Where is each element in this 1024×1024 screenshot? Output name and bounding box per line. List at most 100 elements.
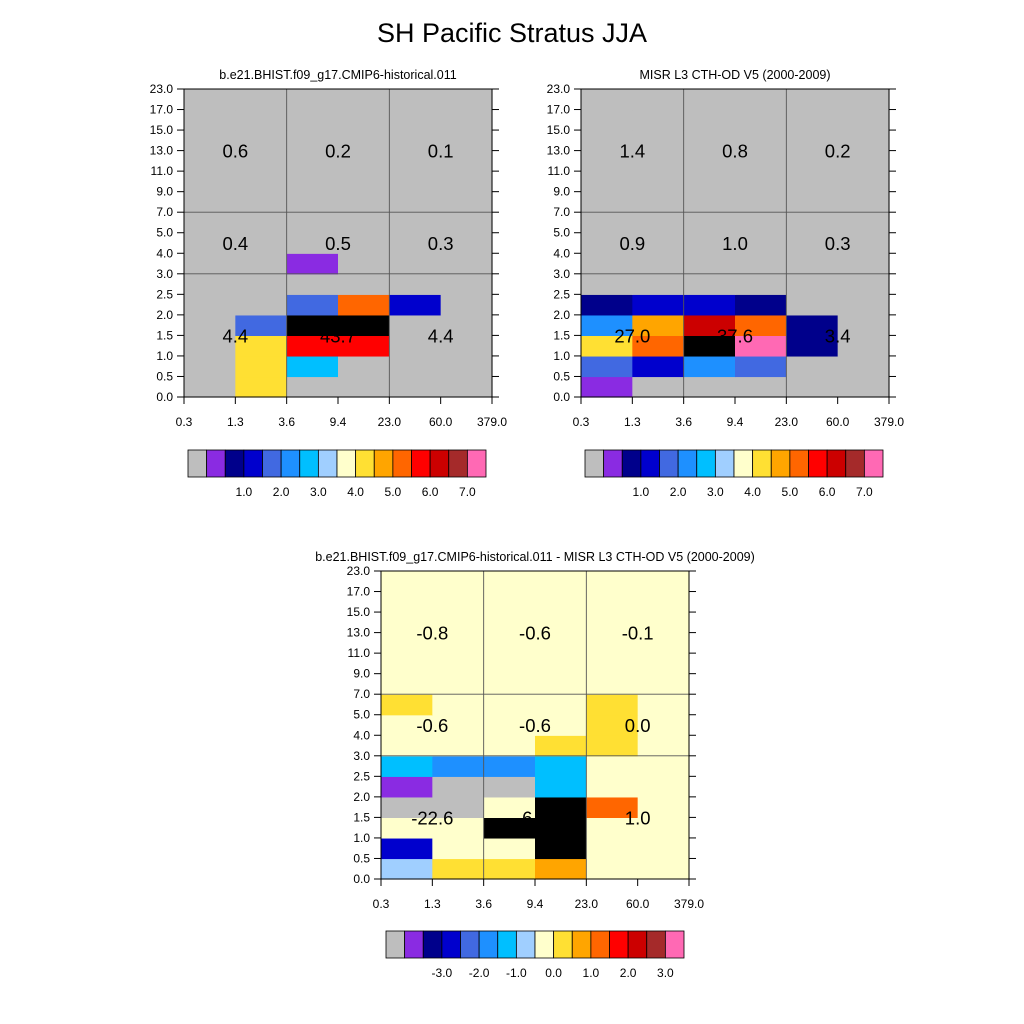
heatmap-cell bbox=[683, 150, 736, 172]
heatmap-cell bbox=[440, 109, 493, 131]
heatmap-cell bbox=[440, 150, 493, 172]
block-total-label: -0.6 bbox=[519, 623, 551, 644]
y-tick-label: 13.0 bbox=[347, 626, 371, 640]
colorbar-label: 5.0 bbox=[782, 485, 799, 499]
x-tick-label: 60.0 bbox=[626, 897, 650, 911]
heatmap-cell bbox=[735, 232, 787, 254]
x-tick-label: 3.6 bbox=[475, 897, 492, 911]
heatmap-cell bbox=[338, 376, 390, 398]
colorbar-swatch bbox=[317, 449, 338, 478]
heatmap-cell bbox=[286, 89, 339, 111]
block-total-label: 0.1 bbox=[428, 141, 454, 162]
colorbar-swatch bbox=[770, 449, 791, 478]
colorbar-swatch bbox=[752, 449, 772, 478]
heatmap-cell bbox=[338, 171, 390, 193]
heatmap-cell bbox=[381, 653, 433, 675]
x-tick-label: 23.0 bbox=[575, 897, 599, 911]
heatmap-cell bbox=[632, 314, 685, 336]
heatmap-cell bbox=[389, 150, 442, 172]
heatmap-cell bbox=[632, 191, 685, 213]
heatmap-cell bbox=[581, 212, 633, 234]
heatmap-cell bbox=[637, 632, 690, 654]
heatmap-cell bbox=[637, 858, 690, 880]
colorbar-swatch bbox=[677, 449, 698, 478]
y-tick-label: 1.0 bbox=[156, 349, 173, 363]
heatmap-cell bbox=[235, 335, 288, 357]
heatmap-cell bbox=[786, 376, 839, 398]
colorbar-label: 1.0 bbox=[633, 485, 650, 499]
heatmap-cell bbox=[432, 632, 485, 654]
y-tick-label: 1.5 bbox=[353, 810, 370, 824]
heatmap-cell bbox=[381, 694, 433, 716]
colorbar-label: -2.0 bbox=[469, 966, 490, 980]
colorbar-label: 6.0 bbox=[422, 485, 439, 499]
heatmap-cell bbox=[432, 612, 485, 634]
heatmap-cell bbox=[338, 109, 390, 131]
heatmap-cell bbox=[440, 314, 493, 336]
heatmap-cell bbox=[581, 355, 633, 378]
block-total-label: 1.4 bbox=[619, 141, 645, 162]
heatmap-cell bbox=[184, 335, 236, 357]
colorbar-swatch bbox=[584, 449, 605, 478]
heatmap-cell bbox=[837, 130, 890, 152]
y-tick-label: 11.0 bbox=[151, 164, 174, 178]
colorbar-swatch bbox=[262, 449, 282, 478]
colorbar-label: 1.0 bbox=[583, 966, 600, 980]
heatmap-cell bbox=[432, 714, 485, 736]
colorbar-swatch bbox=[534, 930, 555, 959]
heatmap-cell bbox=[286, 273, 339, 295]
colorbar-label: 5.0 bbox=[385, 485, 402, 499]
heatmap-cell bbox=[338, 232, 390, 254]
colorbar-swatch bbox=[553, 930, 573, 959]
heatmap-cell bbox=[535, 612, 587, 634]
heatmap-cell bbox=[381, 776, 433, 798]
y-tick-label: 11.0 bbox=[548, 164, 571, 178]
colorbar-label: -1.0 bbox=[506, 966, 527, 980]
block-total-label: 0.2 bbox=[325, 141, 351, 162]
heatmap-cell bbox=[535, 817, 587, 839]
heatmap-cell bbox=[432, 735, 485, 757]
colorbar-swatch bbox=[466, 449, 487, 478]
heatmap-cell bbox=[483, 612, 536, 634]
heatmap-cell bbox=[483, 817, 536, 839]
heatmap-cell bbox=[338, 273, 390, 295]
y-tick-label: 9.0 bbox=[353, 667, 370, 681]
heatmap-cell bbox=[581, 294, 633, 316]
y-tick-label: 1.5 bbox=[156, 328, 173, 342]
heatmap-cell bbox=[389, 212, 442, 234]
heatmap-cell bbox=[286, 294, 339, 316]
x-tick-label: 23.0 bbox=[378, 415, 402, 429]
heatmap-cell bbox=[735, 212, 787, 234]
heatmap-cell bbox=[286, 232, 339, 254]
heatmap-cell bbox=[184, 376, 236, 398]
y-tick-label: 7.0 bbox=[353, 687, 370, 701]
heatmap-cell bbox=[786, 89, 839, 111]
colorbar-swatch bbox=[355, 449, 375, 478]
y-tick-label: 7.0 bbox=[156, 205, 173, 219]
heatmap-cell bbox=[338, 355, 390, 378]
heatmap-cell bbox=[837, 89, 890, 111]
y-tick-label: 15.0 bbox=[347, 605, 371, 619]
heatmap-cell bbox=[235, 130, 288, 152]
heatmap-cell bbox=[586, 735, 639, 757]
x-tick-label: 60.0 bbox=[826, 415, 850, 429]
colorbar-swatch bbox=[590, 930, 610, 959]
y-tick-label: 2.5 bbox=[156, 287, 173, 301]
y-tick-label: 15.0 bbox=[547, 123, 571, 137]
heatmap-cell bbox=[389, 232, 442, 254]
heatmap-cell bbox=[786, 294, 839, 316]
heatmap-cell bbox=[286, 212, 339, 234]
heatmap-cell bbox=[184, 89, 236, 111]
heatmap-cell bbox=[235, 253, 288, 275]
heatmap-cell bbox=[637, 735, 690, 757]
heatmap-cell bbox=[632, 232, 685, 254]
heatmap-cell bbox=[535, 694, 587, 716]
heatmap-cell bbox=[735, 191, 787, 213]
heatmap-cell bbox=[286, 376, 339, 398]
heatmap-cell bbox=[483, 776, 536, 798]
block-total-label: 0.2 bbox=[825, 141, 851, 162]
heatmap-cell bbox=[483, 796, 536, 818]
x-tick-label: 0.3 bbox=[176, 415, 193, 429]
block-total-label: -22.6 bbox=[411, 807, 453, 828]
